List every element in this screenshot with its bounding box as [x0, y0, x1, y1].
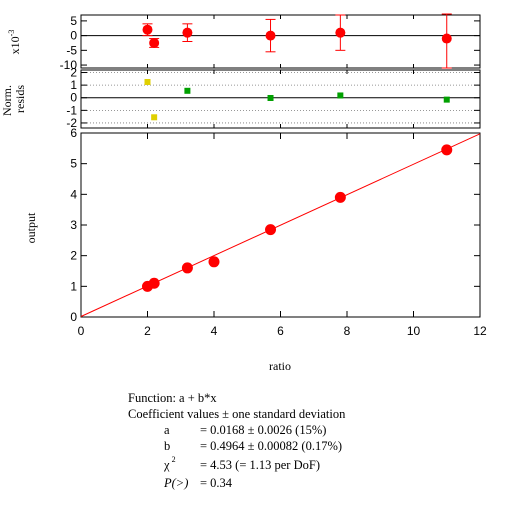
data-point — [148, 277, 160, 289]
normalized-ytick-label: -2 — [66, 116, 77, 130]
data-point — [181, 262, 193, 274]
fit-function-row: Function: a + b*x — [128, 390, 428, 406]
normalized-point — [184, 87, 191, 94]
fit-b-value: = 0.4964 ± 0.00082 (0.17%) — [200, 439, 343, 453]
main-xtick-label: 10 — [407, 324, 421, 338]
data-point — [208, 256, 220, 268]
residuals-point — [441, 33, 452, 44]
normalized-residuals-panel: Norm. resids 210-1-2 — [0, 66, 481, 130]
normalized-ytick-label: 2 — [70, 66, 77, 80]
normalized-ytick-label: 0 — [70, 91, 77, 105]
normalized-point — [267, 94, 274, 101]
residuals-ytick-label: 0 — [70, 29, 77, 43]
normalized-point — [337, 92, 344, 99]
fit-p-value: = 0.34 — [200, 476, 233, 490]
main-ytick-label: 5 — [70, 157, 77, 171]
main-ytick-label: 3 — [70, 218, 77, 232]
main-xtick-label: 8 — [344, 324, 351, 338]
main-ytick-label: 1 — [70, 279, 77, 293]
normalized-residuals-frame — [80, 69, 481, 129]
fit-a-value: = 0.0168 ± 0.0026 (15%) — [200, 423, 327, 437]
data-point — [441, 144, 453, 156]
fit-function: Function: a + b*x — [128, 391, 217, 405]
normalized-point — [144, 78, 151, 85]
residuals-ylabel: x10 — [8, 36, 22, 54]
main-xtick-label: 12 — [473, 324, 487, 338]
fit-b-row: b = 0.4964 ± 0.00082 (0.17%) — [128, 438, 428, 454]
residuals-point — [265, 30, 276, 41]
main-ytick-label: 4 — [70, 187, 77, 201]
norm-ylabel-line-2: resids — [13, 85, 27, 113]
fit-chi-value: = 4.53 (= 1.13 per DoF) — [200, 458, 320, 472]
fit-a-row: a = 0.0168 ± 0.0026 (15%) — [128, 422, 428, 438]
residuals-point — [335, 27, 346, 38]
residuals-axis-label: x10-3 — [7, 30, 22, 55]
fit-b-symbol: b — [164, 439, 171, 453]
fit-a-symbol: a — [164, 423, 170, 437]
main-ytick-label: 6 — [70, 126, 77, 140]
norm-ylabel-line-1: Norm. — [0, 85, 14, 116]
chi-letter: χ — [164, 458, 170, 472]
normalized-point — [151, 114, 158, 121]
residuals-point — [142, 24, 153, 35]
residuals-ytick-label: 5 — [70, 14, 77, 28]
data-point — [265, 224, 277, 236]
main-xtick-label: 0 — [78, 324, 85, 338]
fit-summary: Function: a + b*x Coefficient values ± o… — [128, 390, 428, 491]
fit-coeff-header: Coefficient values ± one standard deviat… — [128, 407, 346, 421]
normalized-ytick-label: -1 — [66, 103, 77, 117]
residuals-frame — [80, 14, 481, 69]
main-xlabel: ratio — [269, 359, 291, 373]
fit-line — [80, 133, 481, 317]
residuals-ylabel-exponent: -3 — [7, 30, 16, 37]
svg-text:x10-3: x10-3 — [7, 30, 22, 55]
normalized-ytick-label: 1 — [70, 78, 77, 92]
normalized-residuals-ylabel: Norm. resids — [0, 82, 27, 116]
main-ylabel: output — [24, 212, 38, 243]
main-xtick-label: 2 — [144, 324, 151, 338]
fit-p-row: P(>) = 0.34 — [128, 475, 428, 491]
fit-p-symbol: P(>) — [164, 476, 189, 490]
chi-exponent: 2 — [171, 455, 176, 464]
residuals-point — [182, 27, 193, 38]
residuals-point — [149, 37, 160, 48]
residuals-panel: x10-3 50-5-10 — [7, 13, 481, 72]
normalized-point — [443, 96, 450, 103]
main-ytick-label: 0 — [70, 310, 77, 324]
fit-coeff-header-row: Coefficient values ± one standard deviat… — [128, 406, 428, 422]
main-xtick-label: 4 — [211, 324, 218, 338]
data-point — [334, 191, 346, 203]
residuals-ytick-label: -5 — [66, 43, 77, 57]
main-xtick-label: 6 — [277, 324, 284, 338]
residuals-ytick-label: -10 — [60, 58, 78, 72]
main-ytick-label: 2 — [70, 249, 77, 263]
